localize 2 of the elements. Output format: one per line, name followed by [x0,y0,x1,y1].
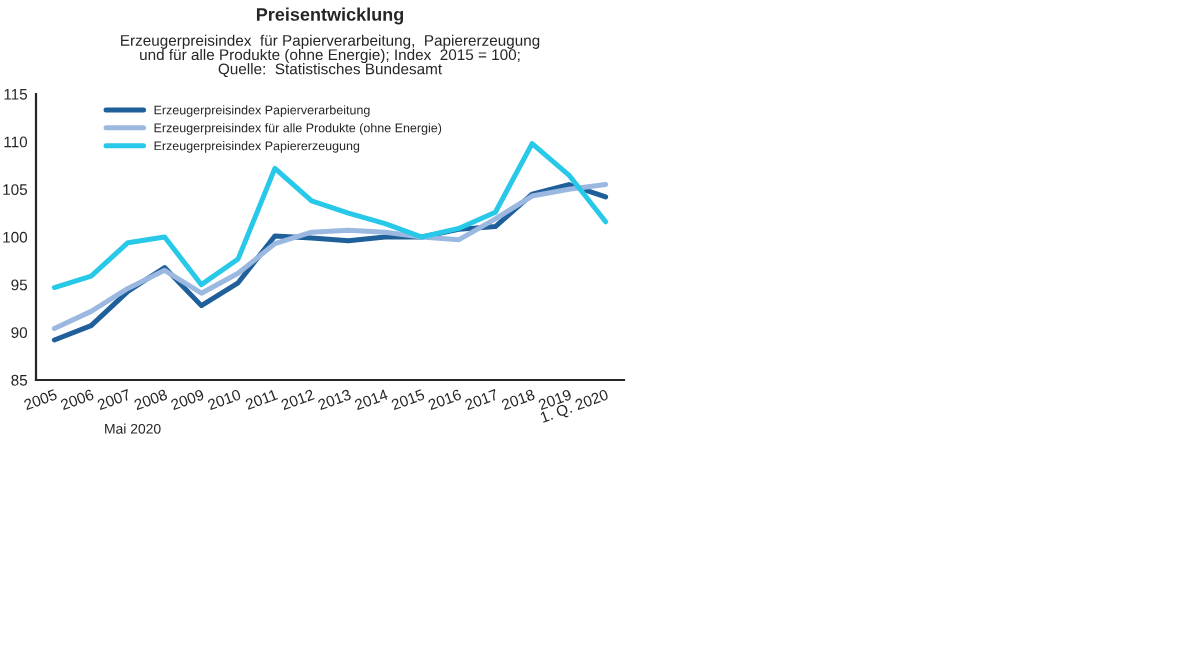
chart-title: Preisentwicklung [256,7,404,25]
line-series [51,141,609,291]
